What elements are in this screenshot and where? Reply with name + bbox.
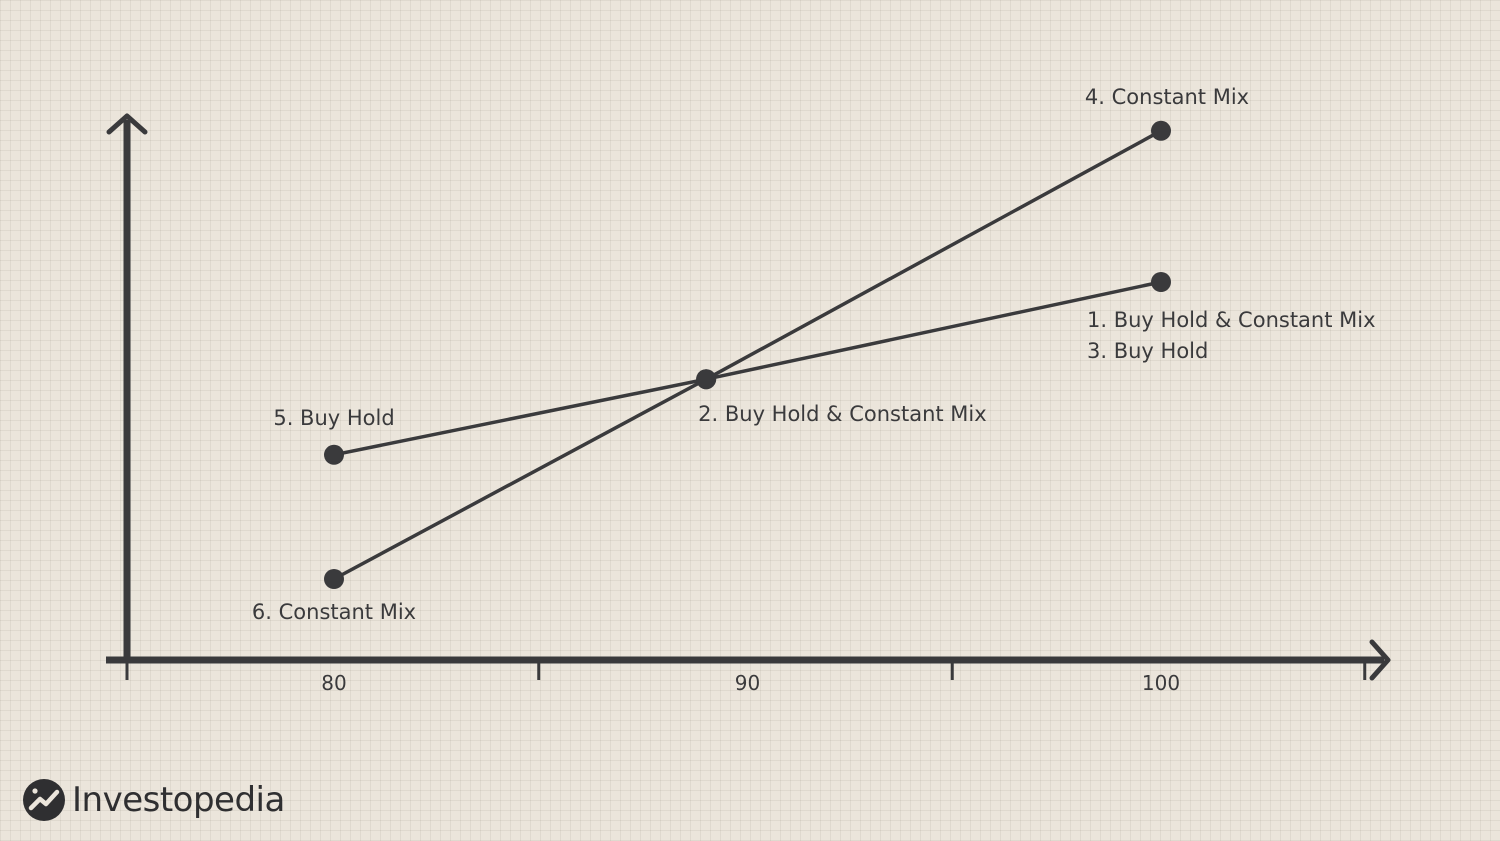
x-tick-label: 90 xyxy=(735,671,760,695)
point-labels: 5. Buy Hold 2. Buy Hold & Constant Mix 1. … xyxy=(252,85,1376,624)
point-label: 3. Buy Hold xyxy=(1087,339,1208,363)
logo-text: Investopedia xyxy=(72,780,285,820)
series-1-line xyxy=(333,280,1162,457)
point-label: 6. Constant Mix xyxy=(252,600,416,624)
x-axis-arrow xyxy=(1369,639,1391,681)
point-label: 4. Constant Mix xyxy=(1085,85,1249,109)
axes xyxy=(106,113,1391,681)
x-tick-label: 100 xyxy=(1142,671,1180,695)
point-label: 5. Buy Hold xyxy=(273,406,394,430)
series-points xyxy=(324,120,1171,589)
point-label: 2. Buy Hold & Constant Mix xyxy=(698,402,987,426)
series-lines xyxy=(333,129,1162,581)
x-ticks: 80 90 100 xyxy=(125,658,1367,695)
point-label: 1. Buy Hold & Constant Mix xyxy=(1087,308,1376,332)
investopedia-logo-icon xyxy=(23,779,65,821)
series-1-point xyxy=(1151,272,1171,292)
x-tick-label: 80 xyxy=(321,671,346,695)
brand-logo: Investopedia xyxy=(22,774,285,826)
series-2-point xyxy=(324,569,344,589)
series-2-point xyxy=(696,369,717,390)
series-1-point xyxy=(324,444,344,465)
series-2-line xyxy=(333,129,1162,581)
y-axis-arrow xyxy=(106,113,148,135)
series-2-point xyxy=(1151,120,1171,141)
